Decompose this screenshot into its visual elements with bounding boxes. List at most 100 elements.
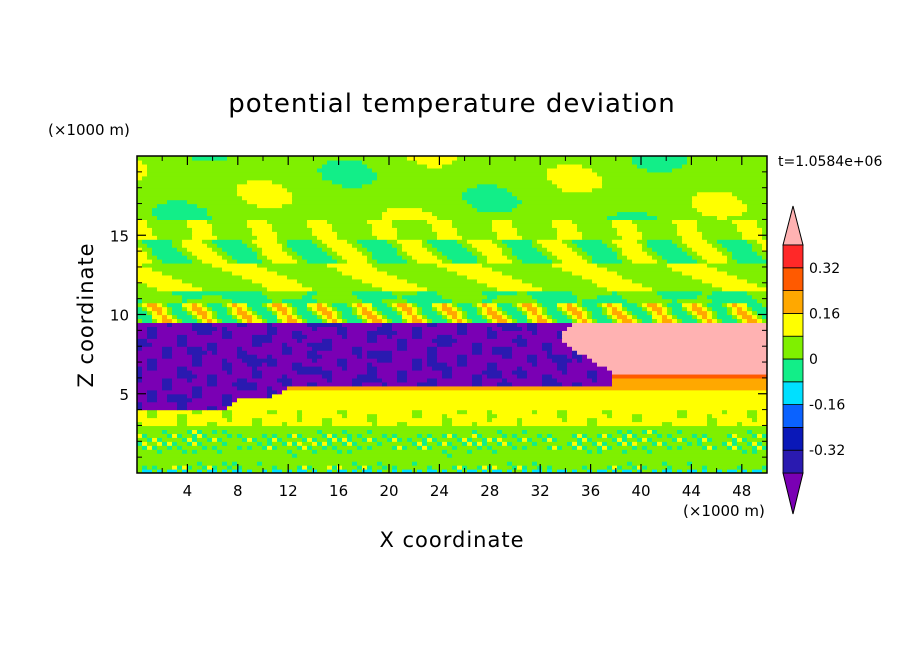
- contour-cell: [162, 302, 168, 308]
- contour-cell: [242, 358, 278, 363]
- contour-cell: [632, 159, 688, 165]
- contour-cell: [337, 306, 353, 312]
- contour-cell: [142, 377, 163, 383]
- contour-cell: [522, 302, 533, 308]
- contour-cell: [502, 354, 513, 359]
- contour-cell: [162, 346, 173, 351]
- contour-cell: [237, 322, 248, 327]
- contour-cell: [562, 266, 608, 272]
- contour-cell: [482, 377, 503, 383]
- contour-cell: [237, 397, 767, 403]
- contour-cell: [527, 369, 563, 375]
- contour-cell: [452, 433, 458, 438]
- contour-cell: [542, 310, 548, 316]
- contour-cell: [662, 318, 673, 324]
- contour-cell: [302, 318, 308, 324]
- contour-cell: [497, 183, 558, 189]
- contour-cell: [207, 211, 383, 217]
- contour-cell: [547, 318, 553, 324]
- contour-cell: [197, 441, 203, 446]
- contour-cell: [487, 310, 498, 316]
- contour-cell: [472, 302, 478, 308]
- contour-cell: [307, 259, 338, 264]
- contour-cell: [617, 255, 628, 260]
- contour-cell: [137, 346, 143, 351]
- contour-cell: [432, 437, 438, 442]
- contour-cell: [222, 294, 268, 300]
- contour-cell: [597, 445, 603, 450]
- contour-cell: [637, 445, 643, 450]
- contour-cell: [367, 247, 398, 252]
- contour-cell: [607, 441, 618, 446]
- contour-cell: [677, 445, 683, 450]
- contour-cell: [597, 421, 663, 427]
- contour-cell: [712, 298, 758, 304]
- contour-cell: [392, 290, 418, 296]
- contour-cell: [137, 401, 143, 407]
- contour-cell: [492, 298, 538, 304]
- contour-cell: [577, 318, 583, 324]
- contour-cell: [367, 259, 378, 264]
- contour-cell: [422, 441, 428, 446]
- contour-cell: [492, 417, 518, 423]
- contour-cell: [137, 278, 183, 284]
- contour-cell: [437, 441, 443, 446]
- contour-cell: [412, 437, 423, 442]
- contour-cell: [212, 318, 218, 324]
- contour-cell: [547, 171, 598, 177]
- contour-cell: [322, 310, 333, 316]
- contour-cell: [557, 330, 563, 335]
- contour-cell: [572, 270, 618, 276]
- contour-cell: [562, 334, 767, 339]
- contour-cell: [292, 330, 303, 335]
- contour-cell: [357, 465, 363, 470]
- contour-cell: [222, 358, 228, 363]
- x-tick-label: 28: [480, 482, 499, 500]
- contour-cell: [192, 362, 203, 367]
- contour-cell: [257, 437, 268, 442]
- contour-cell: [332, 441, 343, 446]
- contour-cell: [172, 243, 183, 248]
- contour-cell: [557, 255, 583, 260]
- contour-cell: [147, 171, 323, 177]
- contour-cell: [137, 338, 148, 343]
- contour-cell: [367, 413, 378, 419]
- contour-cell: [232, 461, 238, 466]
- contour-cell: [502, 247, 513, 252]
- contour-cell: [742, 235, 763, 240]
- contour-cell: [752, 306, 767, 312]
- contour-cell: [717, 215, 728, 220]
- contour-cell: [202, 469, 208, 473]
- contour-cell: [342, 255, 368, 260]
- contour-cell: [362, 298, 383, 304]
- contour-cell: [667, 441, 688, 446]
- contour-cell: [322, 354, 358, 359]
- contour-cell: [347, 413, 368, 419]
- contour-cell: [692, 203, 748, 209]
- contour-cell: [217, 469, 223, 473]
- contour-cell: [602, 449, 623, 454]
- contour-cell: [192, 433, 198, 438]
- x-unit-label: (×1000 m): [683, 502, 765, 520]
- contour-cell: [312, 310, 318, 316]
- contour-cell: [752, 310, 758, 316]
- contour-cell: [462, 465, 468, 470]
- contour-cell: [217, 405, 228, 411]
- contour-cell: [587, 437, 593, 442]
- contour-cell: [302, 294, 313, 300]
- contour-cell: [232, 362, 248, 367]
- contour-cell: [137, 366, 143, 371]
- contour-cell: [542, 465, 548, 470]
- contour-cell: [192, 397, 223, 403]
- contour-cell: [632, 445, 638, 450]
- contour-cell: [617, 231, 643, 236]
- contour-cell: [317, 167, 373, 173]
- contour-cell: [747, 469, 753, 473]
- contour-cell: [587, 445, 598, 450]
- contour-cell: [487, 294, 498, 300]
- contour-cell: [687, 441, 693, 446]
- contour-cell: [297, 465, 303, 470]
- contour-cell: [322, 445, 328, 450]
- contour-cell: [717, 421, 738, 427]
- contour-cell: [157, 393, 168, 399]
